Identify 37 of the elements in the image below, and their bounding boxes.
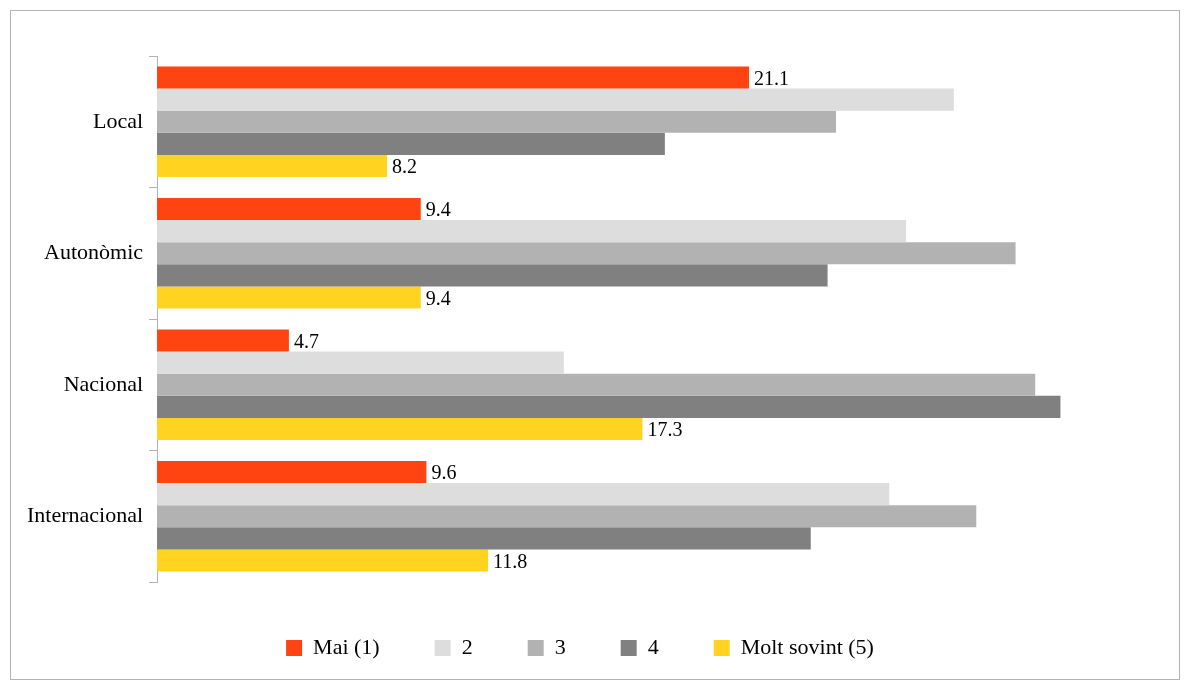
y-tick-label: Autonòmic — [44, 239, 144, 265]
legend-label: Molt sovint (5) — [740, 633, 874, 659]
bar — [157, 395, 1061, 418]
bar — [157, 549, 489, 572]
bar — [157, 242, 1016, 265]
bar — [157, 66, 750, 89]
data-label: 4.7 — [293, 329, 319, 352]
data-label: 8.2 — [392, 155, 418, 178]
bar — [157, 88, 954, 111]
data-label: 21.1 — [754, 66, 790, 89]
bar — [157, 286, 421, 309]
data-label: 17.3 — [647, 418, 683, 441]
bar — [157, 220, 907, 243]
legend-label: 3 — [554, 633, 566, 659]
data-label: 9.4 — [425, 198, 451, 221]
y-tick-label: Nacional — [63, 370, 144, 396]
bar — [157, 461, 427, 484]
data-label: 11.8 — [493, 549, 528, 572]
legend-label: 2 — [461, 633, 473, 659]
bar — [157, 110, 836, 133]
bar — [157, 373, 1036, 396]
y-tick-label: Internacional — [26, 502, 144, 528]
bar — [157, 154, 388, 177]
bar — [157, 505, 977, 528]
bar — [157, 132, 665, 155]
data-label: 9.6 — [431, 461, 457, 484]
bar — [157, 527, 811, 550]
bar — [157, 483, 890, 506]
legend-label: 4 — [647, 633, 659, 659]
y-tick-label: Local — [92, 107, 144, 133]
data-label: 9.4 — [425, 286, 451, 309]
bar — [157, 264, 828, 287]
bar — [157, 198, 421, 221]
legend-label: Mai (1) — [313, 633, 380, 659]
bar — [157, 417, 643, 440]
bar — [157, 329, 289, 352]
bar — [157, 351, 564, 374]
